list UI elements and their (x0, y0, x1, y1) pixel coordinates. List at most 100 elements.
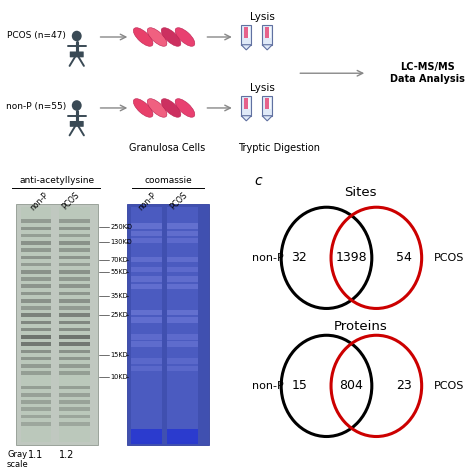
Polygon shape (248, 98, 250, 109)
FancyBboxPatch shape (130, 334, 162, 339)
Text: anti-acetyllysine: anti-acetyllysine (19, 176, 94, 185)
Text: 25KD: 25KD (110, 312, 128, 318)
FancyBboxPatch shape (59, 292, 90, 295)
FancyBboxPatch shape (70, 121, 84, 127)
FancyBboxPatch shape (127, 204, 209, 446)
FancyBboxPatch shape (59, 234, 90, 237)
Text: 804: 804 (339, 379, 364, 392)
FancyBboxPatch shape (130, 207, 162, 442)
Polygon shape (269, 98, 271, 109)
FancyBboxPatch shape (130, 429, 162, 444)
FancyBboxPatch shape (241, 96, 251, 116)
FancyBboxPatch shape (167, 429, 199, 444)
FancyBboxPatch shape (130, 317, 162, 323)
FancyBboxPatch shape (20, 350, 51, 353)
FancyBboxPatch shape (59, 335, 90, 339)
Text: c: c (254, 174, 262, 189)
FancyBboxPatch shape (20, 415, 51, 418)
FancyBboxPatch shape (59, 227, 90, 230)
FancyBboxPatch shape (20, 342, 51, 346)
Circle shape (72, 31, 82, 41)
FancyBboxPatch shape (59, 408, 90, 411)
FancyBboxPatch shape (59, 263, 90, 266)
FancyBboxPatch shape (130, 341, 162, 347)
Ellipse shape (133, 99, 153, 117)
FancyBboxPatch shape (167, 257, 199, 263)
Text: LC-MS/MS
Data Analysis: LC-MS/MS Data Analysis (390, 63, 465, 84)
Text: 54: 54 (396, 251, 411, 264)
FancyBboxPatch shape (20, 400, 51, 404)
FancyBboxPatch shape (20, 255, 51, 259)
FancyBboxPatch shape (59, 277, 90, 281)
FancyBboxPatch shape (59, 219, 90, 223)
FancyBboxPatch shape (167, 238, 199, 243)
FancyBboxPatch shape (20, 241, 51, 245)
FancyBboxPatch shape (130, 283, 162, 289)
Text: 130KD: 130KD (110, 238, 132, 245)
FancyBboxPatch shape (167, 310, 199, 316)
FancyBboxPatch shape (59, 306, 90, 310)
FancyBboxPatch shape (20, 306, 51, 310)
Text: 1398: 1398 (336, 251, 367, 264)
Text: PCOS: PCOS (434, 253, 464, 263)
FancyBboxPatch shape (59, 393, 90, 397)
Text: Sites: Sites (344, 186, 377, 200)
FancyBboxPatch shape (167, 358, 199, 364)
FancyBboxPatch shape (59, 328, 90, 331)
Ellipse shape (161, 99, 181, 117)
FancyBboxPatch shape (130, 358, 162, 364)
FancyBboxPatch shape (20, 393, 51, 397)
FancyBboxPatch shape (167, 365, 199, 371)
FancyBboxPatch shape (20, 386, 51, 389)
FancyBboxPatch shape (167, 317, 199, 323)
FancyBboxPatch shape (59, 386, 90, 389)
FancyBboxPatch shape (130, 257, 162, 263)
FancyBboxPatch shape (167, 276, 199, 282)
Text: 23: 23 (396, 379, 411, 392)
FancyBboxPatch shape (59, 364, 90, 368)
Text: 1.1: 1.1 (28, 450, 44, 460)
FancyBboxPatch shape (59, 320, 90, 324)
FancyBboxPatch shape (167, 334, 199, 339)
Ellipse shape (147, 99, 167, 117)
FancyBboxPatch shape (59, 313, 90, 317)
FancyBboxPatch shape (20, 335, 51, 339)
FancyBboxPatch shape (20, 408, 51, 411)
FancyBboxPatch shape (20, 364, 51, 368)
FancyBboxPatch shape (59, 422, 90, 426)
Text: Granulosa Cells: Granulosa Cells (129, 143, 205, 153)
Polygon shape (262, 116, 272, 121)
FancyBboxPatch shape (20, 422, 51, 426)
Text: non-P: non-P (28, 191, 50, 213)
Text: non-P: non-P (252, 253, 283, 263)
Text: Gray
scale: Gray scale (7, 450, 29, 469)
FancyBboxPatch shape (130, 238, 162, 243)
Polygon shape (269, 27, 271, 38)
Polygon shape (241, 116, 251, 121)
FancyBboxPatch shape (59, 357, 90, 360)
FancyBboxPatch shape (20, 219, 51, 223)
FancyBboxPatch shape (167, 223, 199, 228)
Text: 1.2: 1.2 (59, 450, 75, 460)
FancyBboxPatch shape (59, 241, 90, 245)
FancyBboxPatch shape (130, 267, 162, 272)
Ellipse shape (175, 27, 195, 46)
FancyBboxPatch shape (241, 26, 251, 45)
Polygon shape (244, 27, 248, 38)
FancyBboxPatch shape (70, 52, 84, 57)
FancyBboxPatch shape (20, 270, 51, 273)
Text: 15: 15 (292, 379, 307, 392)
FancyBboxPatch shape (262, 26, 272, 45)
FancyBboxPatch shape (130, 230, 162, 236)
FancyBboxPatch shape (20, 328, 51, 331)
FancyBboxPatch shape (130, 310, 162, 316)
FancyBboxPatch shape (130, 276, 162, 282)
FancyBboxPatch shape (20, 320, 51, 324)
FancyBboxPatch shape (20, 299, 51, 302)
FancyBboxPatch shape (59, 248, 90, 252)
FancyBboxPatch shape (59, 400, 90, 404)
Polygon shape (264, 98, 269, 109)
Text: Proteins: Proteins (334, 320, 387, 333)
Text: PCOS: PCOS (60, 191, 81, 212)
FancyBboxPatch shape (59, 299, 90, 302)
